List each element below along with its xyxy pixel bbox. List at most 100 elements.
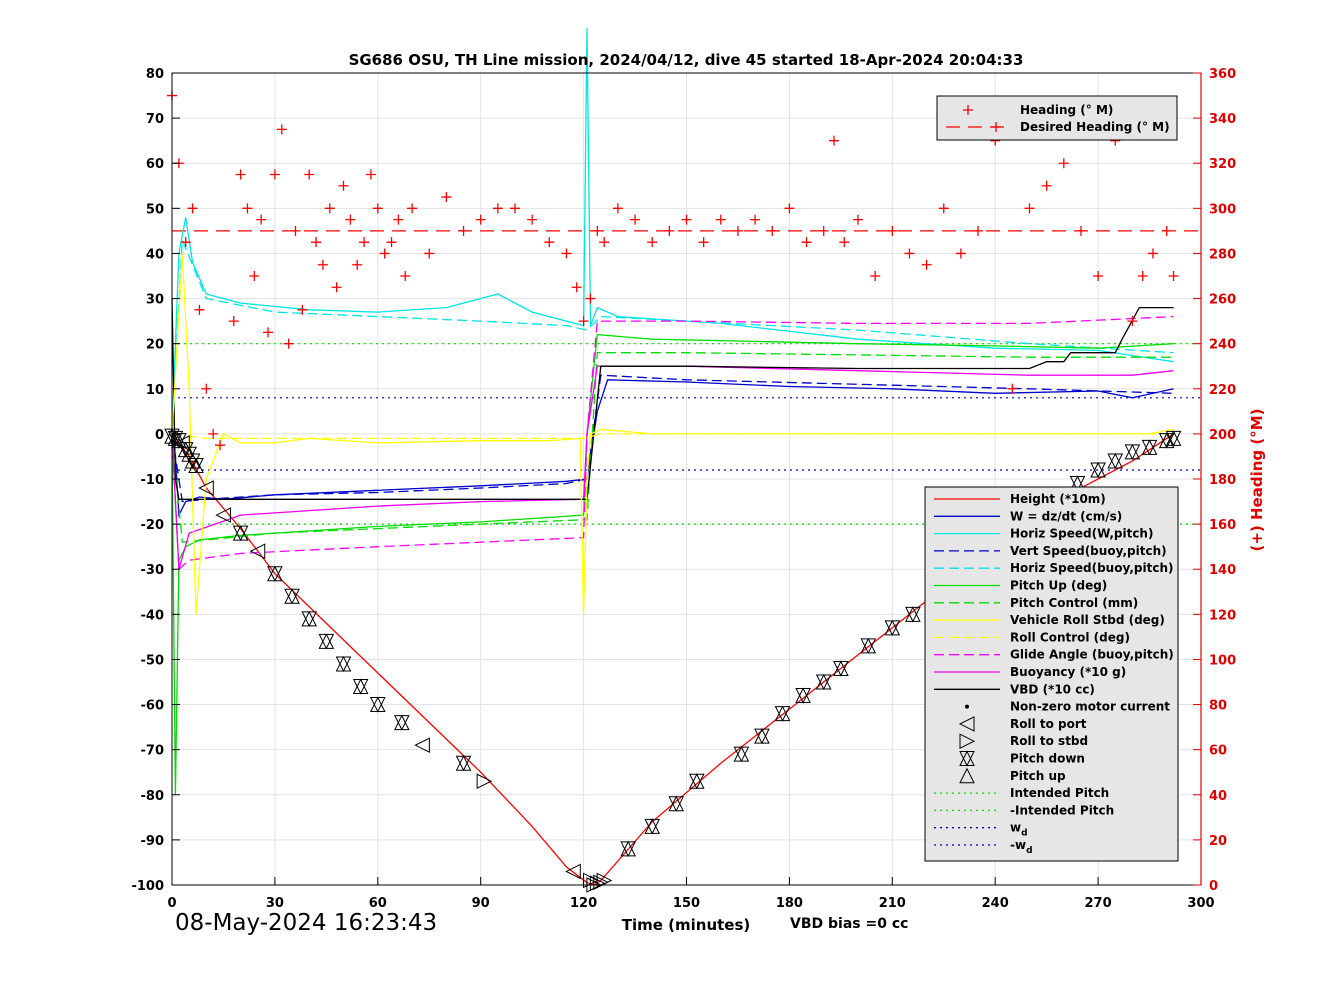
heading-point: [269, 169, 280, 180]
pitch-roll-marker: [455, 755, 472, 772]
legend-label: Glide Angle (buoy,pitch): [1010, 648, 1174, 662]
pitch-roll-marker: [198, 480, 214, 496]
heading-point: [352, 259, 363, 270]
y2-tick-label: 220: [1209, 383, 1236, 398]
legend-label: Vert Speed(buoy,pitch): [1010, 544, 1167, 558]
heading-point: [630, 214, 641, 225]
y-tick-label: 60: [146, 157, 164, 172]
heading-point: [664, 225, 675, 236]
heading-legend: Heading (° M) Desired Heading (° M): [936, 95, 1178, 141]
pitch-roll-marker: [905, 606, 921, 623]
heading-point: [1041, 180, 1052, 191]
series-line: [171, 365, 1174, 570]
heading-point: [180, 237, 191, 248]
legend-swatch: [958, 716, 975, 732]
y2-tick-label: 360: [1209, 67, 1236, 82]
heading-point: [492, 203, 503, 214]
heading-legend-swatch: [963, 105, 973, 115]
heading-legend-label: Heading (° M): [1020, 103, 1113, 117]
y2-tick-label: 300: [1209, 202, 1236, 217]
heading-point: [1058, 158, 1069, 169]
series-line: [171, 433, 1174, 440]
heading-point: [311, 237, 322, 248]
pitch-roll-marker: [476, 773, 493, 790]
heading-point: [407, 203, 418, 214]
legend-swatch: [959, 733, 976, 750]
heading-point: [441, 192, 452, 203]
y2-tick-label: 80: [1209, 699, 1227, 714]
x-axis-ticks: 0 30 60 90 120 150 180 210 240 270 300: [167, 877, 1215, 911]
y2-tick-label: 340: [1209, 112, 1236, 127]
pitch-roll-marker: [754, 728, 770, 745]
heading-point: [571, 282, 582, 293]
y2-tick-label: 20: [1209, 834, 1227, 849]
heading-point: [242, 203, 253, 214]
pitch-roll-marker: [688, 773, 705, 790]
heading-point: [973, 225, 984, 236]
legend-label: VBD (*10 cc): [1010, 682, 1095, 696]
heading-point: [365, 169, 376, 180]
x-tick-label: 300: [1187, 896, 1214, 911]
heading-point: [338, 180, 349, 191]
heading-point: [585, 293, 596, 304]
y-tick-label: 40: [146, 247, 164, 262]
pitch-roll-marker: [301, 610, 318, 627]
heading-point: [290, 225, 301, 236]
pitch-roll-marker: [1141, 439, 1158, 456]
y2-tick-label: 240: [1209, 338, 1236, 353]
x-tick-label: 0: [167, 896, 176, 911]
heading-point: [544, 237, 555, 248]
heading-legend-swatch: [991, 122, 1001, 132]
pitch-roll-marker: [318, 633, 335, 650]
pitch-roll-markers: [164, 428, 1182, 893]
main-legend: Height (*10m) W = dz/dt (cm/s) Horiz Speed…: [924, 486, 1179, 862]
pitch-roll-marker: [249, 543, 266, 559]
vbd-bias-label: VBD bias =0 cc: [790, 916, 909, 932]
y2-tick-label: 260: [1209, 293, 1236, 308]
chart-title: SG686 OSU, TH Line mission, 2024/04/12, …: [349, 51, 1024, 69]
heading-point: [767, 225, 778, 236]
x-tick-label: 120: [570, 896, 597, 911]
heading-point: [393, 214, 404, 225]
heading-point: [1024, 203, 1035, 214]
y-axis-ticks: 80 70 60 50 40 30 20 10 0 -10 -20 -30 -40 -50 -60 -70 -8…: [131, 67, 180, 894]
y-tick-label: -100: [131, 879, 164, 894]
heading-point: [379, 248, 390, 259]
legend-label: W = dz/dt (cm/s): [1010, 509, 1122, 523]
heading-point: [839, 237, 850, 248]
y-tick-label: -10: [141, 473, 165, 488]
y2-tick-label: 100: [1209, 653, 1236, 668]
heading-point: [475, 214, 486, 225]
legend-label: Pitch up: [1010, 769, 1066, 783]
heading-point: [870, 271, 881, 281]
heading-point: [938, 203, 949, 214]
heading-point: [263, 327, 274, 338]
heading-point: [904, 248, 915, 259]
pitch-roll-marker: [668, 795, 685, 812]
heading-point: [732, 225, 743, 236]
y-tick-label: 70: [146, 112, 164, 127]
heading-point: [424, 248, 435, 259]
legend-label: Horiz Speed(W,pitch): [1010, 527, 1153, 541]
series-line: [171, 298, 1174, 500]
y-tick-label: -20: [141, 518, 165, 533]
pitch-roll-marker: [414, 737, 430, 753]
heading-point: [599, 237, 610, 248]
heading-point: [1137, 271, 1148, 281]
heading-point: [1168, 271, 1179, 281]
pitch-roll-marker: [1124, 443, 1141, 461]
heading-point: [887, 225, 898, 236]
y2-tick-label: 180: [1209, 473, 1236, 488]
y-tick-label: -40: [141, 608, 165, 623]
legend-label: Intended Pitch: [1010, 786, 1109, 800]
heading-point: [647, 237, 658, 248]
heading-point: [228, 316, 239, 327]
pitch-roll-marker: [1090, 461, 1106, 479]
series-line: [171, 379, 1174, 518]
legend-swatch: [959, 750, 975, 767]
heading-point: [187, 203, 198, 214]
y-tick-label: -80: [141, 789, 165, 804]
heading-point: [194, 304, 205, 315]
y-tick-label: 50: [146, 202, 164, 217]
